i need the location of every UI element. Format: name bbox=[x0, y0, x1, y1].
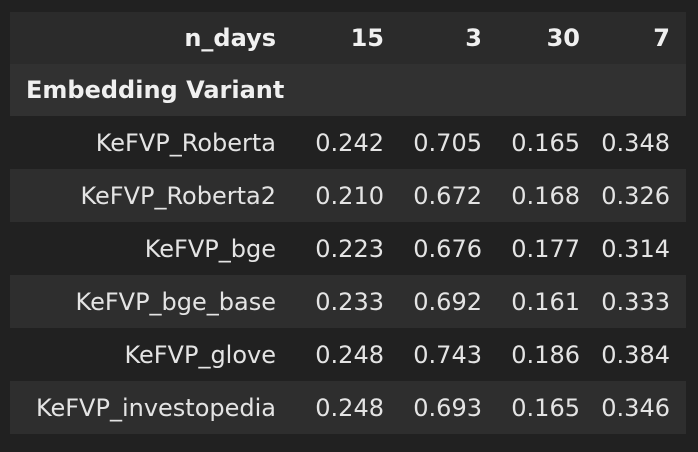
empty-header-cell bbox=[286, 64, 384, 116]
table-cell: 0.210 bbox=[315, 181, 384, 210]
table-cell: 0.161 bbox=[511, 287, 580, 316]
row-label: KeFVP_Roberta2 bbox=[80, 181, 276, 210]
column-header: 15 bbox=[350, 24, 384, 52]
table-cell: 0.165 bbox=[511, 393, 580, 422]
table-cell: 0.692 bbox=[413, 287, 482, 316]
table-cell: 0.743 bbox=[413, 340, 482, 369]
table-cell: 0.333 bbox=[601, 287, 670, 316]
table-cell: 0.165 bbox=[511, 128, 580, 157]
empty-header-cell bbox=[482, 64, 580, 116]
row-label: KeFVP_glove bbox=[124, 340, 276, 369]
table-cell: 0.248 bbox=[315, 393, 384, 422]
empty-header-cell bbox=[580, 64, 686, 116]
row-label: KeFVP_Roberta bbox=[95, 128, 276, 157]
column-header: 7 bbox=[653, 24, 670, 52]
table-cell: 0.177 bbox=[511, 234, 580, 263]
table-cell: 0.223 bbox=[315, 234, 384, 263]
table-cell: 0.676 bbox=[413, 234, 482, 263]
table-row: KeFVP_bge_base 0.233 0.692 0.161 0.333 bbox=[10, 275, 686, 328]
table-cell: 0.326 bbox=[601, 181, 670, 210]
table-cell: 0.233 bbox=[315, 287, 384, 316]
column-header-row: n_days 15 3 30 7 bbox=[10, 12, 686, 64]
table-cell: 0.705 bbox=[413, 128, 482, 157]
empty-header-cell bbox=[384, 64, 482, 116]
index-name-row: Embedding Variant bbox=[10, 64, 686, 116]
row-label: KeFVP_investopedia bbox=[35, 393, 276, 422]
table-cell: 0.242 bbox=[315, 128, 384, 157]
table-cell: 0.672 bbox=[413, 181, 482, 210]
table-cell: 0.186 bbox=[511, 340, 580, 369]
row-label: KeFVP_bge_base bbox=[75, 287, 276, 316]
table-cell: 0.693 bbox=[413, 393, 482, 422]
table-cell: 0.348 bbox=[601, 128, 670, 157]
row-label: KeFVP_bge bbox=[144, 234, 276, 263]
dataframe-output: n_days 15 3 30 7 Embedding Variant KeFVP… bbox=[10, 12, 686, 434]
column-header: 3 bbox=[465, 24, 482, 52]
table-cell: 0.168 bbox=[511, 181, 580, 210]
table-row: KeFVP_investopedia 0.248 0.693 0.165 0.3… bbox=[10, 381, 686, 434]
table-row: KeFVP_Roberta2 0.210 0.672 0.168 0.326 bbox=[10, 169, 686, 222]
table-cell: 0.346 bbox=[601, 393, 670, 422]
index-name-label: Embedding Variant bbox=[26, 76, 285, 104]
columns-name-label: n_days bbox=[184, 24, 276, 52]
table-row: KeFVP_Roberta 0.242 0.705 0.165 0.348 bbox=[10, 116, 686, 169]
results-table: n_days 15 3 30 7 Embedding Variant KeFVP… bbox=[10, 12, 686, 434]
table-cell: 0.384 bbox=[601, 340, 670, 369]
table-row: KeFVP_bge 0.223 0.676 0.177 0.314 bbox=[10, 222, 686, 275]
table-cell: 0.248 bbox=[315, 340, 384, 369]
table-row: KeFVP_glove 0.248 0.743 0.186 0.384 bbox=[10, 328, 686, 381]
column-header: 30 bbox=[546, 24, 580, 52]
table-cell: 0.314 bbox=[601, 234, 670, 263]
